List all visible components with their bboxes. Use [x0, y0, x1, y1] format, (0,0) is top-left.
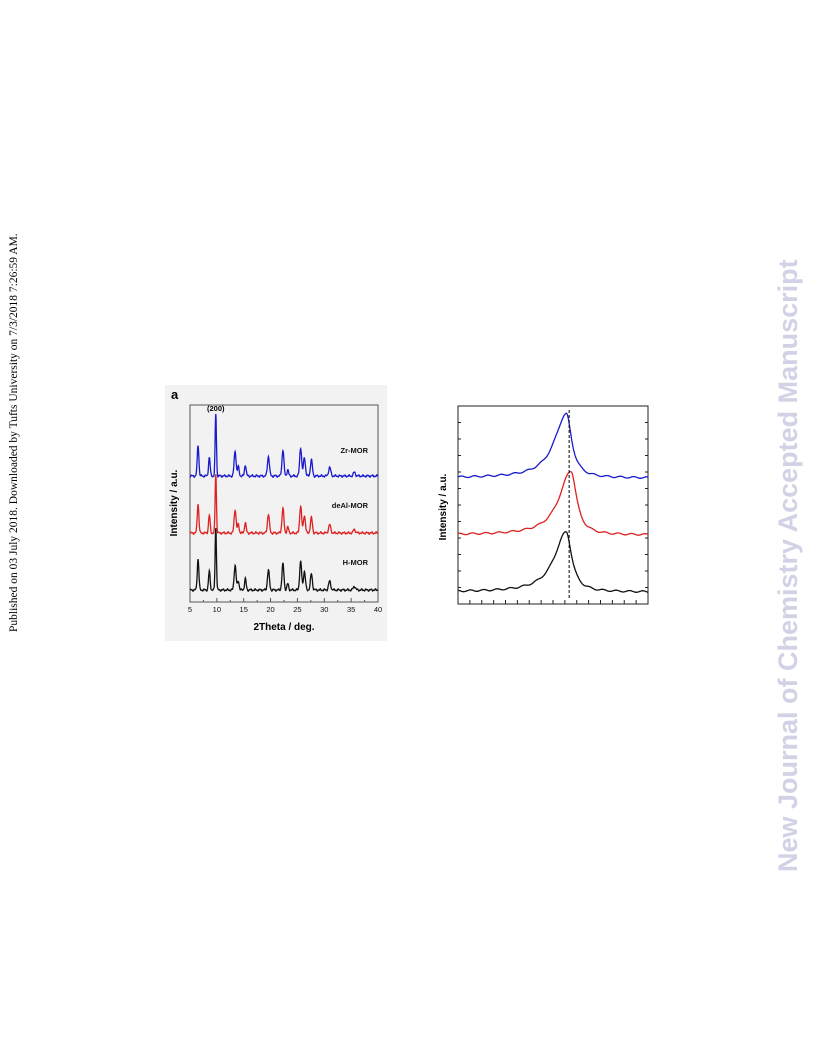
series-label-zr-mor: Zr-MOR — [341, 446, 369, 455]
x-tick-label: 35 — [347, 605, 355, 614]
series-labels-a: Zr-MOR deAl-MOR H-MOR — [332, 446, 369, 567]
trace-zr-mor — [189, 413, 379, 479]
panel-a-background — [165, 385, 387, 641]
y-axis-title-a: Intensity / a.u. — [169, 469, 180, 536]
x-tick-label: 5 — [188, 605, 192, 614]
x-tick-label: 15 — [240, 605, 248, 614]
traces-a — [189, 413, 379, 593]
trace-h-mor — [189, 528, 379, 593]
panel-label: a — [171, 387, 179, 402]
peak-annotation: (200) — [207, 404, 225, 413]
x-tick-label: 10 — [213, 605, 221, 614]
x-tick-label: 40 — [374, 605, 382, 614]
x-tick-label: 20 — [266, 605, 274, 614]
x-ticks-a: 5 10 15 20 25 30 35 40 — [188, 598, 382, 614]
x-tick-label: 25 — [293, 605, 301, 614]
series-label-deal-mor: deAl-MOR — [332, 501, 369, 510]
trace-deal-mor — [189, 474, 379, 536]
series-label-h-mor: H-MOR — [343, 558, 369, 567]
x-tick-label: 30 — [320, 605, 328, 614]
x-axis-title: 2Theta / deg. — [253, 622, 314, 633]
